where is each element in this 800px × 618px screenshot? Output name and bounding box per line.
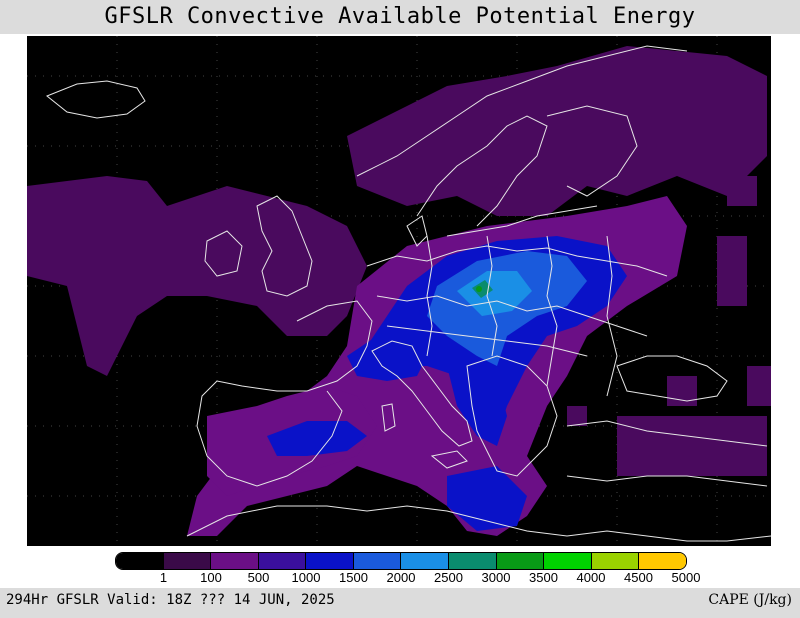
legend-tick-label: 3500 [529, 570, 558, 585]
legend-swatch [496, 553, 545, 569]
legend-swatch [449, 553, 497, 569]
field-spot-5 [617, 416, 767, 476]
field-atlantic [27, 176, 367, 376]
legend-swatch [639, 553, 686, 569]
legend-tick-label: 2000 [386, 570, 416, 585]
field-green [476, 286, 482, 292]
field-africa-blue [447, 466, 527, 531]
legend-swatch [401, 553, 450, 569]
title-bar [0, 0, 800, 34]
field-spain-blue [267, 421, 367, 456]
legend-tick-label: 4500 [624, 570, 653, 585]
legend-swatch [591, 553, 640, 569]
legend-tick-label: 2500 [434, 570, 463, 585]
coastlines [46, 45, 772, 542]
units-label: CAPE (J/kg) [708, 592, 792, 608]
legend-colorbar [115, 552, 687, 570]
legend-swatch [544, 553, 592, 569]
cape-fields [27, 46, 771, 536]
cape-map [27, 36, 772, 546]
valid-time-text: 294Hr GFSLR Valid: 18Z ??? 14 JUN, 2025 [6, 592, 335, 608]
legend-tick-label: 5000 [671, 570, 701, 585]
legend-tick-label: 100 [200, 570, 222, 585]
legend-swatch [306, 553, 354, 569]
field-spot-1 [727, 176, 757, 206]
legend-swatch [258, 553, 307, 569]
field-spot-3 [747, 366, 771, 406]
legend-tick-label: 3000 [481, 570, 511, 585]
map-title: GFSLR Convective Available Potential Ene… [104, 4, 696, 29]
footer-bar [0, 588, 800, 618]
map-canvas [27, 36, 772, 546]
legend-swatch [353, 553, 402, 569]
legend-swatch [211, 553, 259, 569]
field-alps [347, 336, 427, 381]
field-balkans [447, 356, 507, 446]
legend-swatch [116, 553, 164, 569]
legend-swatch [163, 553, 212, 569]
legend-tick-label: 500 [247, 570, 270, 585]
field-spot-6 [667, 376, 697, 406]
legend-tick-label: 1 [159, 570, 168, 585]
legend-tick-label: 4000 [576, 570, 606, 585]
field-north [347, 46, 767, 216]
field-spot-4 [567, 406, 587, 426]
legend-tick-label: 1000 [291, 570, 321, 585]
legend-tick-label: 1500 [339, 570, 368, 585]
field-spot-2 [717, 236, 747, 306]
